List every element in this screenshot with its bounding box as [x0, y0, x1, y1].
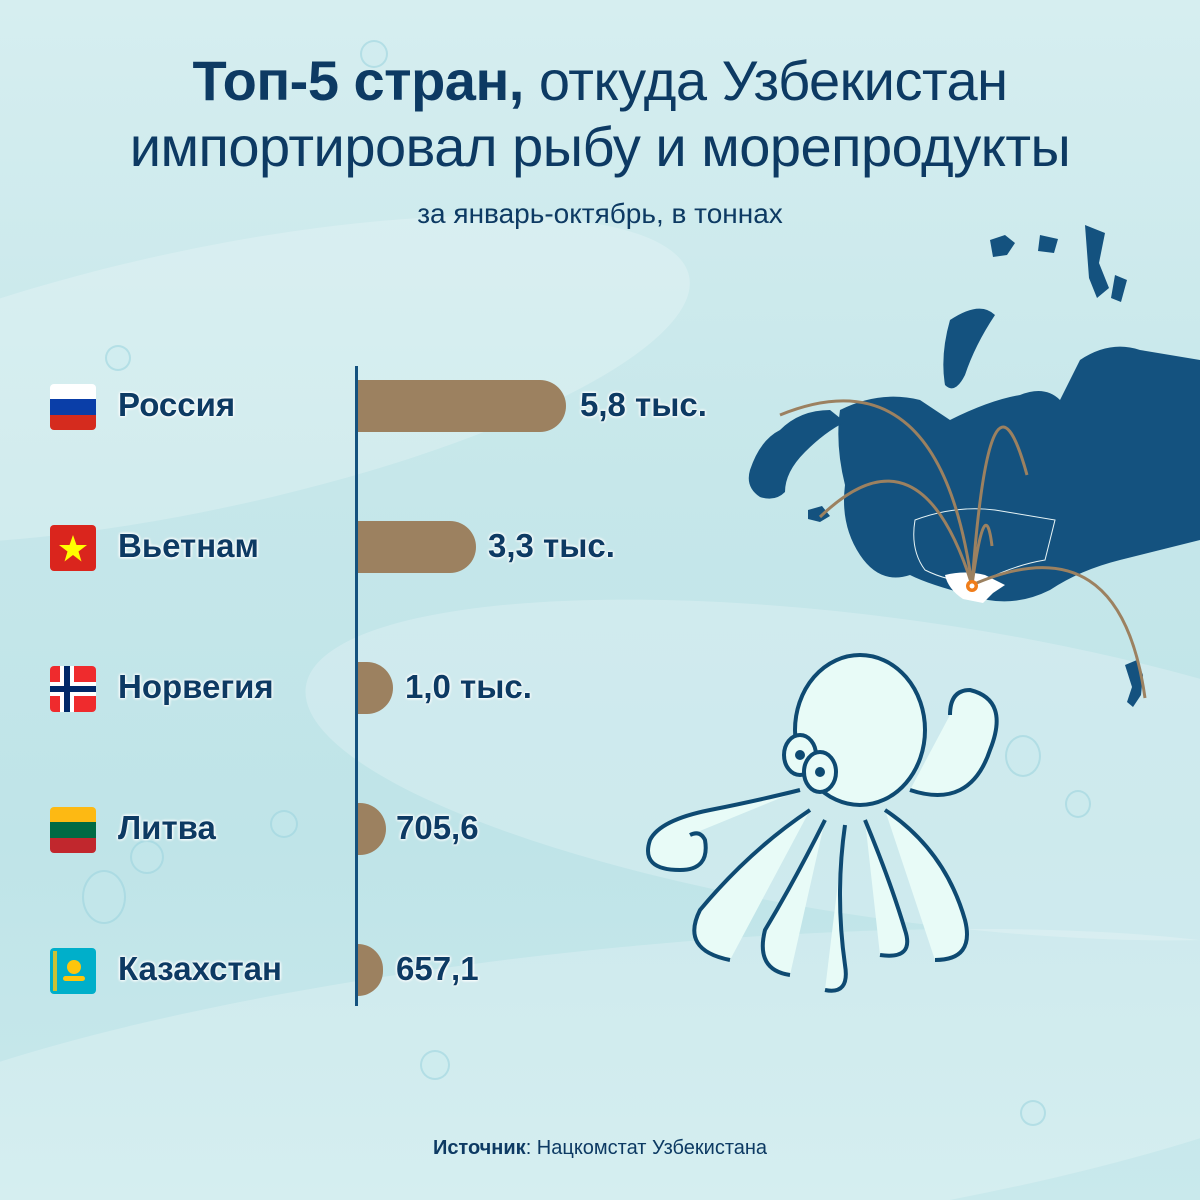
country-label: Вьетнам [118, 527, 259, 564]
chart-subtitle: за январь-октябрь, в тоннах [417, 198, 783, 229]
value-label: 3,3 тыс. [488, 527, 615, 564]
lithuania-flag-icon [50, 807, 96, 853]
country-label: Казахстан [118, 950, 282, 987]
value-label: 5,8 тыс. [580, 386, 707, 423]
octopus-eye [795, 750, 805, 760]
bar-lithuania [358, 803, 386, 855]
bar-vietnam [358, 521, 476, 573]
bubble-decoration [360, 40, 388, 68]
bar-row-norway: Норвегия 1,0 тыс. [0, 662, 1200, 714]
bubble-decoration [1020, 1100, 1046, 1126]
vietnam-flag-icon [50, 525, 96, 571]
bubble-decoration [105, 345, 131, 371]
bar-row-lithuania: Литва 705,6 [0, 803, 1200, 855]
octopus-eye [815, 767, 825, 777]
bubble-decoration [1005, 735, 1041, 777]
title-rest: откуда Узбекистан [523, 49, 1008, 112]
bubble-decoration [270, 810, 298, 838]
title-line-2: импортировал рыбу и морепродукты [129, 115, 1071, 178]
novaya-zemlya [943, 308, 995, 389]
bar-norway [358, 662, 393, 714]
bubble-decoration [420, 1050, 450, 1080]
octopus-illustration [646, 653, 999, 993]
bar-row-vietnam: Вьетнам 3,3 тыс. [0, 521, 1200, 573]
bar-kazakhstan [358, 944, 383, 996]
country-label: Норвегия [118, 668, 274, 705]
norway-flag-icon [50, 666, 96, 712]
source-value: Нацкомстат Узбекистана [531, 1137, 768, 1159]
value-label: 1,0 тыс. [405, 668, 532, 705]
source-separator: : [525, 1137, 532, 1159]
source-note: Источник: Нацкомстат Узбекистана [0, 1137, 1200, 1160]
bar-axis-line [355, 366, 358, 1006]
bubble-decoration [130, 840, 164, 874]
arctic-islands [990, 225, 1127, 302]
kazakhstan-flag-icon [50, 948, 96, 994]
value-label: 705,6 [396, 809, 479, 846]
russia-flag-icon [50, 384, 96, 430]
source-label: Источник [432, 1137, 526, 1159]
country-label: Литва [118, 809, 216, 846]
bubble-decoration [1065, 790, 1091, 818]
lithuania-shape [808, 506, 830, 522]
country-label: Россия [118, 386, 236, 423]
location-pin-dot [969, 583, 975, 589]
title-bold: Топ-5 стран, [192, 49, 524, 112]
norway-shape [748, 410, 845, 499]
vietnam-shape [1125, 660, 1143, 707]
bar-russia [358, 380, 566, 432]
eurasia-map [748, 225, 1200, 707]
bubble-decoration [82, 870, 126, 924]
bar-row-kazakhstan: Казахстан 657,1 [0, 944, 1200, 996]
trade-route-arcs [779, 399, 1147, 699]
value-label: 657,1 [396, 950, 479, 987]
bar-row-russia: Россия 5,8 тыс. [0, 380, 1200, 432]
chart-title: Топ-5 стран, откуда Узбекистан импортиро… [0, 48, 1200, 180]
